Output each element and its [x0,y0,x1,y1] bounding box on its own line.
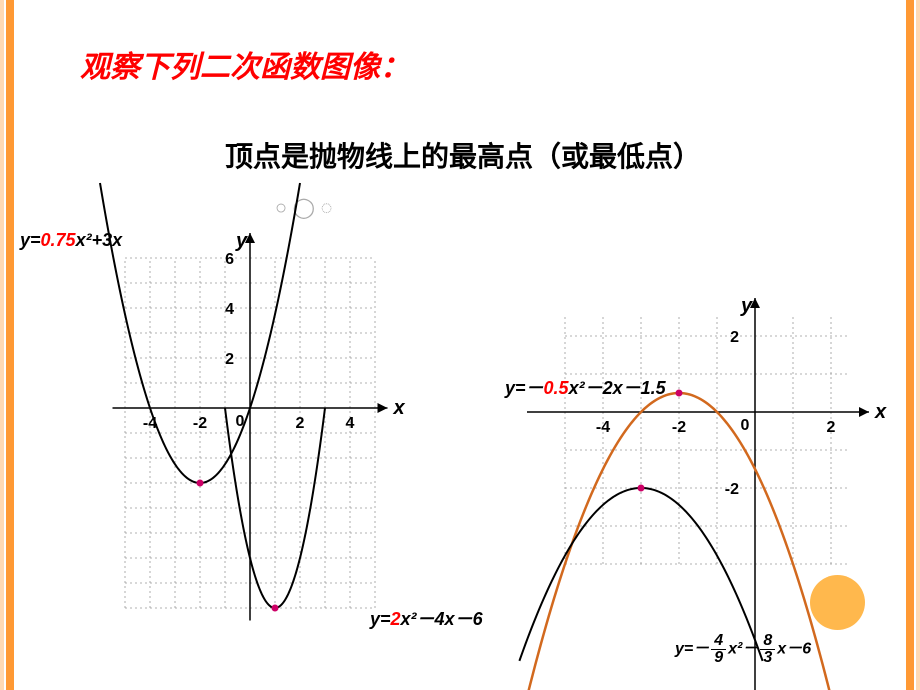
stripe [906,0,914,690]
subtitle: 顶点是抛物线上的最高点（或最低点） [225,135,701,175]
page-title: 观察下列二次函数图像： [80,42,410,86]
left-stripe [0,0,18,690]
chart-left-svg: xy0-4-224246 [100,260,420,640]
right-stripe [902,0,920,690]
svg-text:0: 0 [741,417,750,434]
svg-text:y: y [740,295,753,317]
stripe [916,0,920,690]
equation-label: y=2x²－4x－6 [370,605,483,631]
svg-text:2: 2 [827,419,836,436]
stripe [0,0,4,690]
stripe [6,0,14,690]
svg-text:y: y [235,230,248,252]
svg-text:4: 4 [225,301,234,318]
svg-text:x: x [874,401,887,423]
thought-bubble: ○ ◯ ◌ [275,195,332,220]
equation-label: y=0.75x²+3x [20,230,122,251]
equation-label: y=－0.5x²－2x－1.5 [505,374,666,400]
svg-text:4: 4 [346,415,355,432]
svg-text:-4: -4 [596,419,610,436]
svg-text:2: 2 [296,415,305,432]
chart-left: xy0-4-224246 [100,260,420,640]
svg-text:2: 2 [730,329,739,346]
decorative-circle [810,575,865,630]
svg-text:-2: -2 [193,415,207,432]
svg-text:-2: -2 [672,419,686,436]
svg-text:x: x [393,397,406,419]
svg-text:-2: -2 [725,481,739,498]
svg-text:2: 2 [225,351,234,368]
svg-text:6: 6 [225,251,234,268]
equation-label: y=－ 4 9x²－ 8 3x－6 [675,633,811,666]
